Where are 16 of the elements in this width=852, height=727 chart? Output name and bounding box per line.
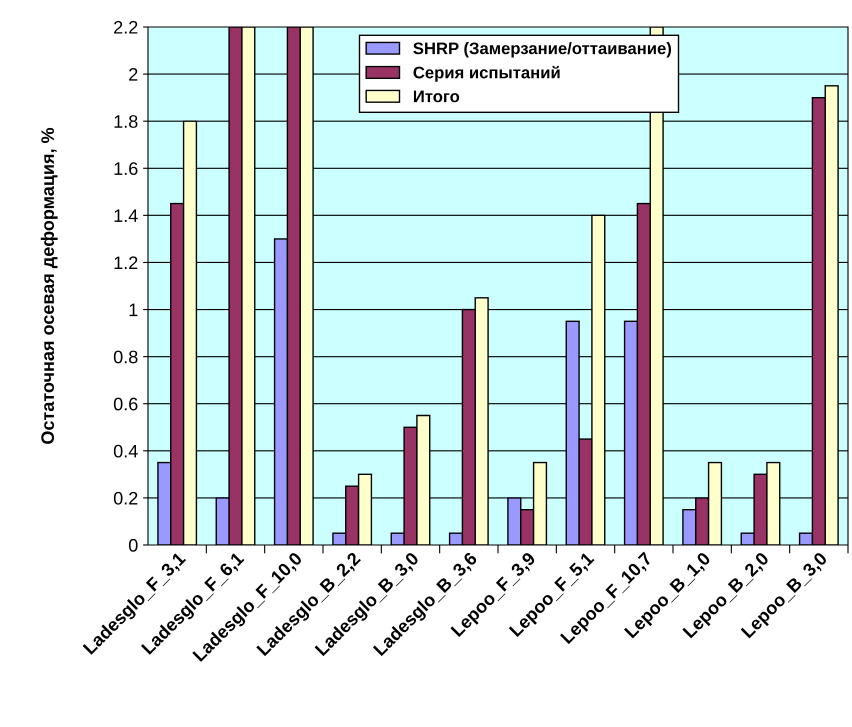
y-tick-label: 1.6	[114, 162, 138, 175]
y-tick-label: 0.6	[114, 398, 138, 410]
legend-label: Итого	[414, 90, 460, 102]
y-tick-label: 1	[130, 304, 138, 316]
y-tick-label: 1.2	[114, 256, 138, 269]
legend-label: Серия испытаний	[414, 66, 560, 82]
y-tick-label: 0.8	[114, 350, 138, 364]
y-tick-label: 1.4	[114, 209, 138, 222]
y-axis-title: Остаточная осевая деформация, %	[40, 128, 58, 444]
y-tick-label: 0	[128, 538, 138, 552]
y-tick-label: 2.2	[114, 20, 138, 34]
y-tick-label: 2	[129, 68, 138, 81]
y-tick-label: 0.4	[114, 444, 138, 458]
legend-label: SHRP (Замерзание/оттаивание)	[413, 42, 672, 58]
y-tick-label: 1.8	[114, 115, 138, 128]
y-tick-label: 0.2	[114, 492, 138, 505]
